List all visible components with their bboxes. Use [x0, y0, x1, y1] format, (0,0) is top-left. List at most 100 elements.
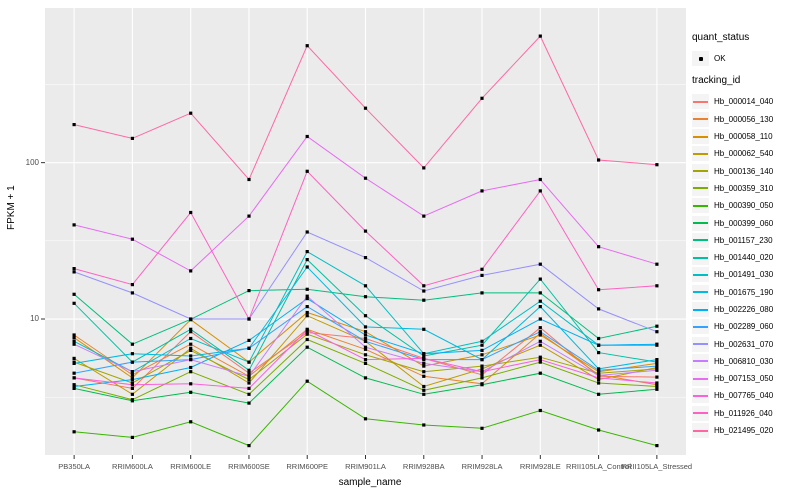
- data-point: [597, 245, 601, 249]
- data-point: [247, 392, 251, 396]
- data-point: [422, 166, 426, 170]
- data-point: [305, 287, 309, 291]
- legend-item-Hb_000359_310: Hb_000359_310: [692, 180, 798, 197]
- data-point: [597, 336, 601, 341]
- data-point: [538, 262, 542, 266]
- data-point: [130, 381, 134, 385]
- data-point: [247, 371, 251, 375]
- swatch-line-icon: [693, 429, 708, 432]
- data-point: [363, 376, 368, 380]
- legend-item-Hb_001675_190: Hb_001675_190: [692, 284, 798, 301]
- data-point: [538, 360, 542, 364]
- data-point: [422, 370, 426, 374]
- data-point: [189, 382, 193, 386]
- line-swatch: [692, 388, 709, 404]
- data-point: [72, 301, 76, 305]
- data-point: [189, 210, 193, 215]
- x-tick-label: RRIM928LA: [461, 462, 503, 471]
- line-swatch: [692, 353, 709, 369]
- data-point: [305, 330, 309, 335]
- legend-item-label: Hb_006810_030: [714, 356, 774, 366]
- data-point: [72, 376, 76, 380]
- data-point: [247, 381, 251, 385]
- data-point: [130, 378, 134, 382]
- data-point: [655, 262, 659, 266]
- data-point: [538, 299, 542, 303]
- data-point: [189, 420, 193, 424]
- swatch-line-icon: [693, 152, 708, 155]
- legend-item-Hb_011926_040: Hb_011926_040: [692, 405, 798, 422]
- data-point: [655, 358, 659, 362]
- data-point: [305, 314, 309, 318]
- data-point: [130, 291, 134, 295]
- line-swatch: [692, 146, 709, 162]
- legend-item-label: Hb_021495_020: [714, 426, 774, 436]
- data-point: [655, 384, 659, 389]
- x-tick-label: RRIM901LA: [345, 462, 386, 471]
- data-point: [655, 284, 659, 288]
- data-point: [422, 361, 426, 365]
- data-point: [538, 34, 542, 38]
- data-point: [189, 365, 193, 370]
- line-swatch: [692, 267, 709, 283]
- swatch-line-icon: [693, 118, 708, 121]
- data-point: [189, 336, 193, 341]
- data-point: [247, 360, 251, 364]
- data-point: [130, 237, 134, 241]
- legend-item-Hb_001440_020: Hb_001440_020: [692, 249, 798, 266]
- data-point: [189, 330, 193, 334]
- data-point: [422, 284, 426, 288]
- data-point: [363, 176, 368, 180]
- data-point: [305, 44, 309, 48]
- data-point: [480, 373, 484, 377]
- data-point: [305, 169, 309, 173]
- data-point: [538, 333, 542, 337]
- data-point: [655, 383, 659, 387]
- data-point: [597, 378, 601, 382]
- line-swatch: [692, 215, 709, 231]
- data-point: [597, 288, 601, 292]
- data-point: [130, 360, 134, 364]
- data-point: [480, 267, 484, 271]
- data-point: [72, 386, 76, 390]
- data-point: [305, 294, 309, 298]
- data-point: [305, 310, 309, 315]
- legend-item-Hb_007153_050: Hb_007153_050: [692, 370, 798, 387]
- legend-item-label: Hb_001491_030: [714, 270, 774, 280]
- data-point: [363, 229, 368, 233]
- line-swatch: [692, 111, 709, 127]
- data-point: [247, 338, 251, 342]
- x-tick-label: RRIM600LE: [170, 462, 212, 471]
- data-point: [363, 256, 368, 260]
- data-point: [422, 327, 426, 331]
- legend-item-label: Hb_000136_140: [714, 166, 774, 176]
- data-point: [422, 298, 426, 302]
- swatch-line-icon: [693, 377, 708, 380]
- data-point: [247, 346, 251, 350]
- data-point: [189, 317, 193, 321]
- legend-item-Hb_000136_140: Hb_000136_140: [692, 162, 798, 179]
- legend-item-Hb_001491_030: Hb_001491_030: [692, 266, 798, 283]
- data-point: [655, 375, 659, 379]
- legend-item-Hb_001157_230: Hb_001157_230: [692, 232, 798, 249]
- legend-tracking-id: tracking_id Hb_000014_040 Hb_000056_130 Hb…: [692, 75, 798, 439]
- legend-item-label: Hb_002289_060: [714, 322, 774, 332]
- legend-item-label: Hb_000056_130: [714, 114, 774, 124]
- data-point: [130, 342, 134, 346]
- data-point: [305, 332, 309, 336]
- x-tick-label: RRII105LA_Stressed: [621, 462, 693, 471]
- data-point: [305, 134, 309, 139]
- data-point: [247, 444, 251, 448]
- data-point: [597, 428, 601, 432]
- ok-point-key: [692, 51, 709, 67]
- data-point: [655, 368, 659, 372]
- data-point: [538, 326, 542, 330]
- data-point: [422, 356, 426, 360]
- legend-item-Hb_006810_030: Hb_006810_030: [692, 353, 798, 370]
- data-point: [597, 158, 601, 162]
- data-point: [538, 358, 542, 362]
- legend-item-label: Hb_000359_310: [714, 183, 774, 193]
- data-point: [597, 381, 601, 385]
